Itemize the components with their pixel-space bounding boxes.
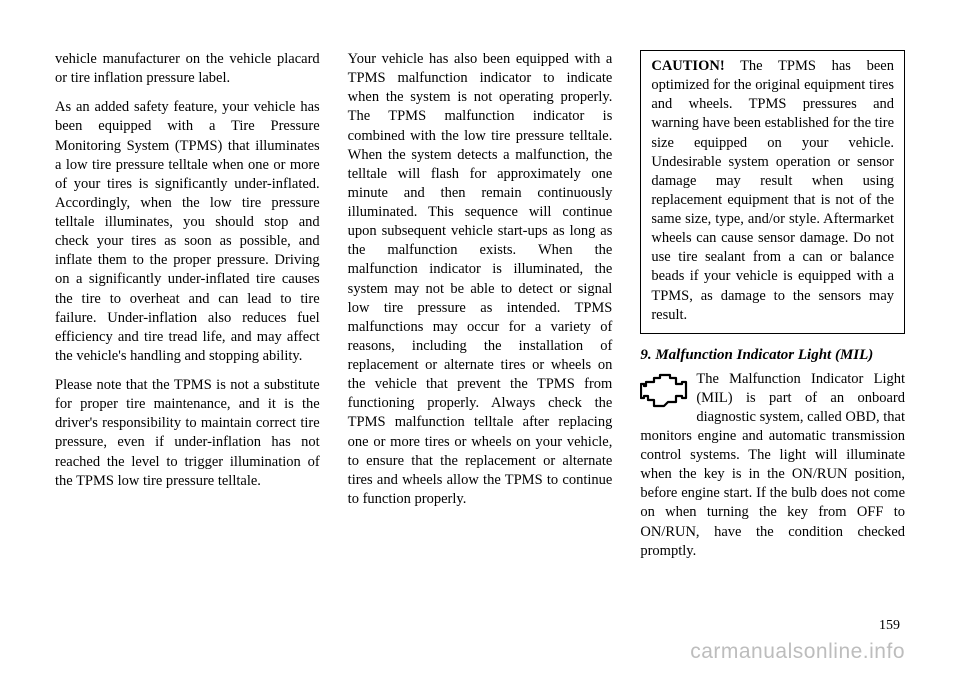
caution-title: CAUTION! [651, 58, 724, 74]
column-1: vehicle manufacturer on the vehicle plac… [55, 50, 320, 625]
engine-icon [640, 372, 688, 410]
page-number: 159 [879, 618, 900, 634]
caution-box: CAUTION! The TPMS has been optimized for… [640, 50, 905, 334]
page-content: vehicle manufacturer on the vehicle plac… [0, 0, 960, 665]
column-3: CAUTION! The TPMS has been optimized for… [640, 50, 905, 625]
section-heading: 9. Malfunction Indicator Light (MIL) [640, 346, 905, 366]
watermark: carmanualsonline.info [690, 640, 905, 664]
column-2: Your vehicle has also been equipped with… [348, 50, 613, 625]
body-text: As an added safety feature, your vehicle… [55, 98, 320, 366]
body-text: Your vehicle has also been equipped with… [348, 50, 613, 509]
body-text: vehicle manufacturer on the vehicle plac… [55, 50, 320, 88]
heading-number: 9. [640, 347, 651, 363]
caution-body: The TPMS has been optimized for the orig… [651, 58, 894, 323]
heading-text: Malfunction Indicator Light (MIL) [655, 347, 873, 363]
body-text: Please note that the TPMS is not a subst… [55, 376, 320, 491]
mil-paragraph: The Malfunction Indicator Light (MIL) is… [640, 370, 905, 561]
